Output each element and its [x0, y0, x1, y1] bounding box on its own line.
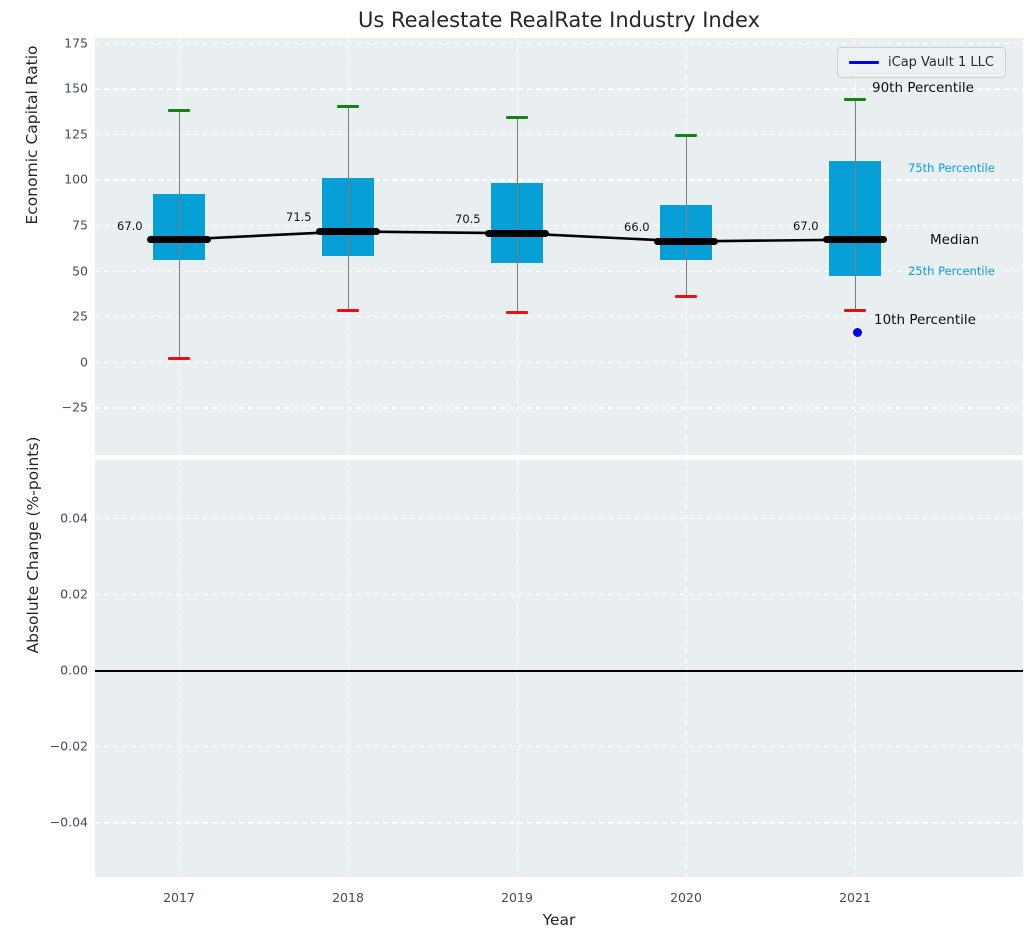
boxplot-median-bar-2018 [316, 227, 380, 235]
y-tick-label: 75 [72, 217, 88, 233]
boxplot-10th-cap-2020 [675, 294, 697, 298]
boxplot-whisker-2017 [179, 110, 181, 359]
boxplot-10th-cap-2019 [506, 311, 528, 315]
boxplot-whisker-2021 [855, 99, 857, 311]
horizontal-gridline [95, 225, 1023, 227]
boxplot-10th-cap-2021 [844, 309, 866, 313]
legend-line-icon [849, 61, 879, 64]
vertical-gridline [686, 460, 688, 877]
vertical-gridline [855, 460, 857, 877]
horizontal-gridline [95, 270, 1023, 272]
y-tick-label: 150 [64, 80, 88, 96]
chart-title: Us Realestate RealRate Industry Index [357, 8, 760, 32]
label-90th-percentile: 90th Percentile [872, 80, 974, 96]
y-tick-label: −25 [61, 399, 88, 415]
vertical-gridline [179, 460, 181, 877]
y-tick-label: 0.00 [60, 662, 88, 678]
label-75th-percentile: 75th Percentile [908, 161, 995, 175]
x-tick-label: 2021 [839, 890, 871, 905]
vertical-gridline [517, 460, 519, 877]
legend: iCap Vault 1 LLC [837, 47, 1006, 78]
y-tick-label: −0.04 [49, 814, 88, 830]
horizontal-gridline [95, 593, 1023, 596]
legend-series-label: iCap Vault 1 LLC [888, 55, 994, 70]
boxplot-90th-cap-2019 [506, 115, 528, 119]
change-plot-area [95, 460, 1023, 877]
horizontal-gridline [95, 361, 1023, 364]
label-10th-percentile: 10th Percentile [874, 312, 976, 328]
boxplot-median-bar-2017 [147, 236, 211, 244]
boxplot-90th-cap-2018 [337, 105, 359, 109]
median-value-annotation-2020: 66.0 [624, 220, 650, 235]
median-value-annotation-2017: 67.0 [117, 218, 143, 233]
horizontal-gridline [95, 42, 1023, 45]
median-value-annotation-2018: 71.5 [286, 210, 312, 225]
y-tick-label: 100 [64, 171, 88, 187]
y-tick-label: 25 [72, 308, 88, 324]
boxplot-median-bar-2020 [654, 237, 718, 245]
median-value-annotation-2021: 67.0 [793, 218, 819, 233]
y-tick-label: −0.02 [49, 738, 88, 754]
y-tick-label: 175 [64, 35, 88, 51]
boxplot-90th-cap-2017 [168, 108, 190, 112]
boxplot-whisker-2020 [686, 135, 688, 297]
label-median: Median [930, 232, 980, 248]
median-connecting-line [178, 230, 856, 243]
vertical-gridline [348, 460, 350, 877]
y-tick-label: 0 [80, 354, 88, 370]
x-tick-label: 2020 [670, 890, 702, 905]
y-tick-label: 0.02 [60, 586, 88, 602]
horizontal-gridline [95, 179, 1023, 181]
boxplot-90th-cap-2020 [675, 134, 697, 138]
median-value-annotation-2019: 70.5 [455, 212, 481, 227]
y-tick-label: 0.04 [60, 510, 88, 526]
boxplot-10th-cap-2017 [168, 356, 190, 360]
x-tick-label: 2019 [501, 890, 533, 905]
boxplot-90th-cap-2021 [844, 97, 866, 101]
boxplot-10th-cap-2018 [337, 309, 359, 313]
horizontal-gridline [95, 407, 1023, 409]
horizontal-gridline [95, 88, 1023, 90]
y-tick-label: 50 [72, 263, 88, 279]
main-plot-area: 67.0 71.5 70.5 66.0 67.0 [95, 38, 1023, 455]
x-axis-label: Year [542, 911, 576, 929]
boxplot-median-bar-2021 [823, 236, 887, 244]
horizontal-gridline [95, 316, 1023, 318]
boxplot-median-bar-2019 [485, 229, 549, 237]
horizontal-gridline [95, 746, 1023, 748]
boxplot-whisker-2019 [517, 117, 519, 313]
horizontal-gridline [95, 822, 1023, 824]
horizontal-gridline [95, 517, 1023, 520]
x-tick-label: 2018 [332, 890, 364, 905]
horizontal-gridline [95, 133, 1023, 136]
y-tick-label: 125 [64, 126, 88, 142]
x-tick-label: 2017 [163, 890, 195, 905]
boxplot-whisker-2018 [348, 106, 350, 311]
zero-change-line [95, 670, 1023, 672]
company-data-point [852, 328, 862, 338]
y-axis-label-change: Absolute Change (%-points) [24, 436, 42, 654]
label-25th-percentile: 25th Percentile [908, 264, 995, 278]
